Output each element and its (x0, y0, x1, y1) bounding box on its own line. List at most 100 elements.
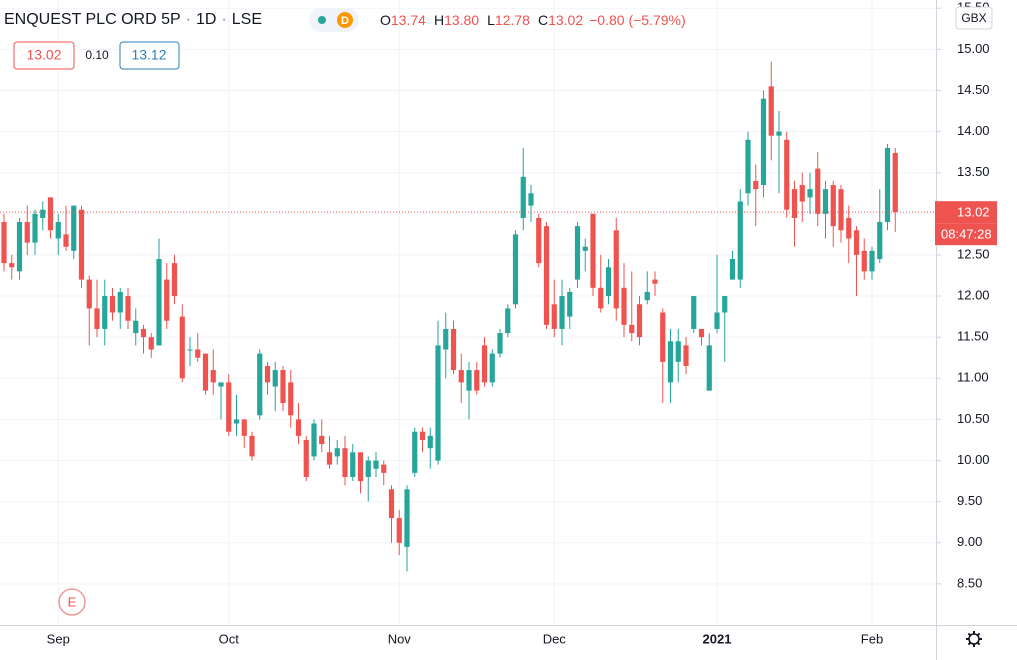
candle-body (249, 435, 255, 457)
countdown-bg (935, 223, 997, 246)
ohlc-value: 13.02 (548, 12, 583, 28)
candle-body (605, 267, 612, 297)
symbol: ENQUEST PLC ORD 5P (4, 11, 181, 28)
candle-body (427, 435, 433, 449)
candle-body (102, 296, 108, 329)
mode-circle (337, 12, 353, 28)
candle-body (543, 226, 550, 325)
candle-body (869, 250, 875, 272)
candle-body (419, 431, 426, 440)
candle-body (698, 328, 705, 338)
separator: · (221, 11, 226, 28)
candle-body (24, 222, 30, 243)
candle-body (505, 308, 511, 334)
candle-body (458, 370, 464, 383)
spread: 0.10 (85, 48, 109, 62)
y-tick-label: 9.50 (957, 493, 982, 508)
candle-body (218, 382, 224, 387)
price-tag: 13.02 (957, 205, 990, 220)
candle-body (412, 431, 418, 473)
change: −0.80 (−5.79%) (589, 12, 686, 28)
candle-body (381, 464, 387, 473)
candle-body (94, 308, 100, 329)
candle-body (683, 345, 689, 366)
candle-body (714, 312, 720, 329)
candle-body (47, 197, 54, 231)
candle-body (520, 176, 526, 218)
candle-body (342, 448, 348, 477)
candle-body (202, 353, 209, 391)
candle-body (311, 423, 317, 457)
candle-body (784, 139, 790, 210)
candle-body (838, 189, 844, 231)
ohlc-value: 13.74 (391, 12, 426, 28)
candle-body (629, 324, 635, 334)
candle-body (861, 250, 867, 272)
candle-body (590, 213, 596, 288)
sell-box[interactable] (13, 41, 75, 70)
candle-body (830, 185, 836, 227)
candle-body (404, 489, 410, 547)
candle-body (435, 345, 441, 461)
candle-body (171, 263, 178, 297)
candle-body (636, 304, 643, 338)
y-tick-label: 14.50 (957, 82, 990, 97)
buy-price: 13.12 (131, 47, 166, 63)
candle-body (295, 419, 302, 436)
candle-body (71, 205, 77, 251)
candle-body (807, 189, 813, 198)
candle-body (528, 193, 534, 206)
candle-body (109, 296, 116, 313)
candle-body (326, 452, 333, 465)
candle-body (884, 148, 891, 223)
candle-body (226, 382, 232, 432)
candle-body (722, 296, 728, 313)
price-axis (937, 0, 1017, 660)
grid (0, 0, 936, 625)
candle-body (660, 312, 666, 362)
event-label: E (68, 594, 77, 609)
candle-body (55, 222, 61, 239)
y-tick-label: 8.50 (957, 575, 982, 590)
separator: · (186, 11, 191, 28)
candle-body (264, 365, 271, 383)
candle-body (877, 222, 883, 260)
candle-body (396, 518, 402, 543)
candle-body (187, 349, 193, 351)
ohlc-line: O13.74 H13.80 L12.78 C13.02 −0.80 (−5.79%) (380, 12, 686, 28)
candle-body (365, 460, 371, 477)
y-tick-label: 12.50 (957, 246, 990, 261)
candle-body (799, 185, 805, 202)
buy-box[interactable] (119, 41, 180, 70)
mode-badge: D (341, 15, 349, 27)
ohlc-key: H (434, 12, 444, 28)
candle-body (853, 230, 860, 255)
candle-body (40, 209, 46, 218)
candle-body (489, 353, 495, 383)
candle-body (846, 217, 852, 239)
candle-body (536, 217, 542, 264)
candle-body (768, 86, 774, 136)
currency-box[interactable] (955, 6, 993, 30)
event-marker[interactable] (58, 588, 86, 616)
candle-body (78, 209, 85, 280)
candle-body (140, 328, 147, 338)
settings-icon[interactable] (966, 631, 982, 647)
candle-body (559, 296, 565, 329)
candle-body (729, 259, 736, 280)
currency: GBX (961, 11, 986, 25)
candle-body (1, 222, 7, 264)
y-tick-label: 14.00 (957, 123, 990, 138)
candle-body (737, 201, 743, 280)
candle-body (319, 435, 325, 445)
candle-body (574, 226, 581, 280)
candle-body (822, 189, 829, 214)
status-dot (318, 16, 326, 24)
ohlc-key: O (380, 12, 391, 28)
x-tick-label: Feb (861, 631, 883, 646)
candle-body (760, 98, 767, 186)
sell-price: 13.02 (26, 47, 61, 63)
candle-body (210, 370, 216, 383)
candle-body (652, 279, 658, 284)
